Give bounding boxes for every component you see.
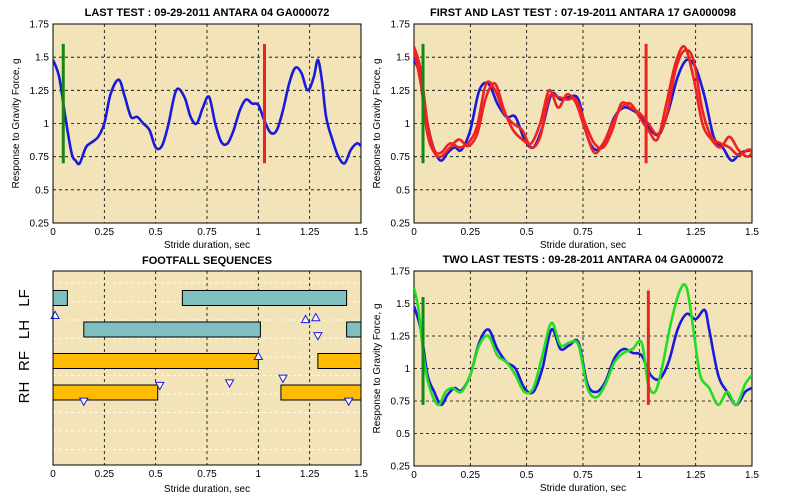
x-tick-label: 1 [256, 227, 262, 238]
x-tick-label: 1.25 [300, 469, 320, 480]
x-tick-label: 1.5 [354, 227, 368, 238]
x-tick-label: 1 [637, 470, 643, 481]
event-triangle-down [343, 397, 354, 407]
x-tick-label: 0 [411, 227, 417, 238]
event-triangle-up [253, 351, 264, 360]
event-triangle-up [310, 312, 321, 322]
event-triangle-up [300, 314, 311, 324]
chart-title: FIRST AND LAST TEST : 07-19-2011 ANTARA … [430, 7, 736, 19]
chart-panel-4: 0 0.25 0.5 0.75 1 1.25 1.50.250.50.7511.251.51… [372, 254, 759, 494]
series-line-blue-1 [414, 58, 752, 162]
y-tick-label: 1.25 [391, 86, 411, 97]
y-axis-label: Response to Gravity Force, g [11, 58, 22, 188]
x-tick-label: 0.5 [149, 227, 163, 238]
chart-title: TWO LAST TESTS : 09-28-2011 ANTARA 04 GA… [443, 254, 724, 266]
x-tick-label: 1.5 [745, 227, 759, 238]
x-tick-label: 0.25 [95, 227, 115, 238]
y-tick-label: 1.5 [35, 53, 49, 64]
y-tick-label: 1.75 [30, 20, 50, 31]
plot-frame [413, 270, 753, 467]
x-tick-label: 1.5 [354, 469, 368, 480]
y-tick-label: 0.5 [35, 185, 49, 196]
footfall-bar-lf [181, 290, 348, 306]
event-triangle-down [278, 374, 288, 384]
y-tick-label: 1 [43, 119, 49, 130]
x-tick-label: 0.75 [573, 227, 593, 238]
y-tick-label: 0.5 [396, 185, 410, 196]
series-line-blue-1 [53, 58, 361, 166]
row-label-rf: RF [16, 351, 33, 371]
x-tick-label: 0.75 [573, 470, 593, 481]
x-tick-label: 0 [50, 469, 56, 480]
chart-title: FOOTFALL SEQUENCES [142, 255, 272, 267]
y-tick-label: 1.25 [30, 86, 50, 97]
y-axis-label: Response to Gravity Force, g [372, 58, 383, 188]
x-axis-label: Stride duration, sec [164, 240, 250, 251]
y-tick-label: 1.25 [391, 332, 411, 343]
x-tick-label: 1.25 [686, 470, 706, 481]
chart-panel-2: 0 0.25 0.5 0.75 1 1.25 1.50.250.50.7511.251.51… [372, 7, 759, 251]
row-label-lh: LH [16, 320, 33, 339]
event-triangle-down [154, 381, 165, 391]
y-tick-label: 0.75 [30, 152, 50, 163]
x-tick-label: 0.5 [520, 470, 534, 481]
y-tick-label: 1 [404, 119, 410, 130]
y-tick-label: 1.5 [396, 53, 410, 64]
x-tick-label: 0.25 [95, 469, 115, 480]
footfall-bar-lf [52, 290, 68, 306]
x-tick-label: 0.25 [461, 227, 481, 238]
y-tick-label: 0.25 [391, 462, 411, 473]
series-line-red-2 [414, 46, 752, 157]
y-tick-label: 0.25 [391, 219, 411, 230]
y-tick-label: 1.75 [391, 20, 411, 31]
footfall-bar-lh [346, 321, 362, 338]
x-tick-label: 0.75 [197, 227, 217, 238]
plot-frame [52, 23, 362, 224]
x-tick-label: 0 [411, 470, 417, 481]
y-tick-label: 1.5 [396, 299, 410, 310]
x-tick-label: 0.75 [197, 469, 217, 480]
x-axis-label: Stride duration, sec [164, 484, 250, 495]
x-tick-label: 0 [50, 227, 56, 238]
event-triangle-down [224, 379, 235, 389]
y-tick-label: 0.5 [396, 429, 410, 440]
y-tick-label: 0.25 [30, 219, 50, 230]
y-axis-label: Response to Gravity Force, g [372, 303, 383, 433]
chart-panel-3: 0 0.25 0.5 0.75 1 1.25 1.5 LF LH RF RH FOOTFALL SEQ… [16, 255, 368, 495]
x-tick-label: 0.25 [461, 470, 481, 481]
chart-title: LAST TEST : 09-29-2011 ANTARA 04 GA00007… [85, 7, 330, 19]
footfall-bar-rf [317, 353, 362, 369]
plot-frame [413, 23, 753, 224]
row-label-rh: RH [16, 382, 33, 404]
footfall-bar-rf [52, 353, 259, 369]
x-tick-label: 1 [637, 227, 643, 238]
x-tick-label: 0.5 [149, 469, 163, 480]
chart-panel-1: 0 0.25 0.5 0.75 1 1.25 1.50.250.50.7511.251.51… [11, 7, 368, 251]
event-triangle-down [313, 332, 323, 341]
x-axis-label: Stride duration, sec [540, 240, 626, 251]
plot-frame [52, 270, 362, 466]
x-tick-label: 0.5 [520, 227, 534, 238]
y-tick-label: 0.75 [391, 397, 411, 408]
footfall-bar-lh [83, 321, 261, 338]
x-tick-label: 1.25 [686, 227, 706, 238]
x-tick-label: 1 [256, 469, 262, 480]
y-tick-label: 1.75 [391, 267, 411, 278]
x-tick-label: 1.5 [745, 470, 759, 481]
event-triangle-down [78, 397, 89, 407]
series-line-red-3 [414, 44, 752, 159]
row-label-lf: LF [16, 289, 33, 307]
x-axis-label: Stride duration, sec [540, 483, 626, 494]
y-tick-label: 1 [404, 364, 410, 375]
x-tick-label: 1.25 [300, 227, 320, 238]
series-line-green_line-2 [414, 283, 752, 407]
y-tick-label: 0.75 [391, 152, 411, 163]
footfall-bar-rh [52, 384, 159, 401]
